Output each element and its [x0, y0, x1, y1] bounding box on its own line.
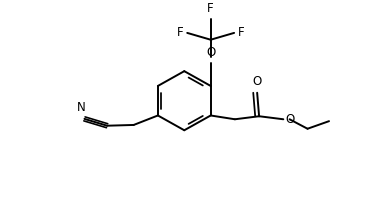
Text: N: N — [77, 101, 86, 114]
Text: F: F — [177, 26, 183, 39]
Text: F: F — [207, 2, 214, 15]
Text: O: O — [206, 46, 215, 59]
Text: F: F — [238, 26, 245, 39]
Text: O: O — [285, 113, 294, 126]
Text: O: O — [252, 75, 262, 88]
